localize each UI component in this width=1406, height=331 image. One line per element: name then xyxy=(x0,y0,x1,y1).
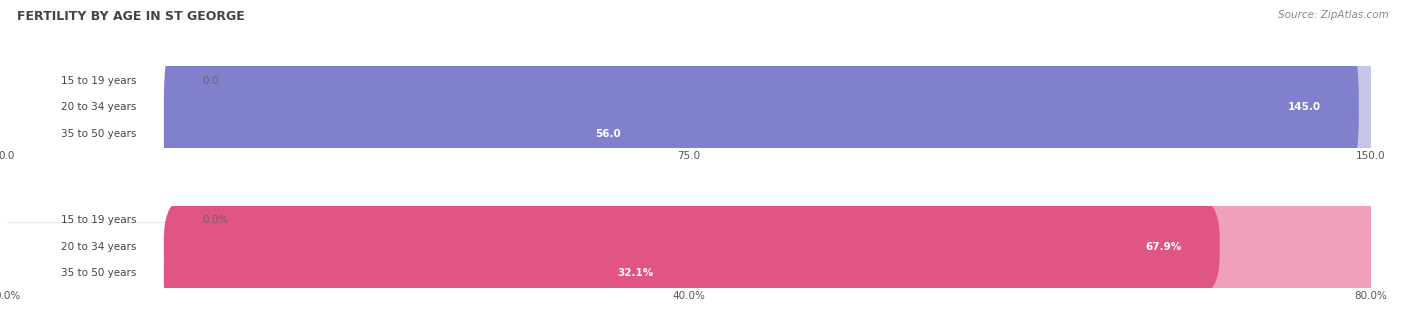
FancyBboxPatch shape xyxy=(0,170,1398,271)
FancyBboxPatch shape xyxy=(0,170,218,271)
Text: Source: ZipAtlas.com: Source: ZipAtlas.com xyxy=(1278,10,1389,20)
Text: 0.0: 0.0 xyxy=(202,76,218,86)
Text: 56.0: 56.0 xyxy=(595,129,620,139)
FancyBboxPatch shape xyxy=(0,223,218,324)
Text: 67.9%: 67.9% xyxy=(1146,242,1181,252)
FancyBboxPatch shape xyxy=(0,0,218,168)
Text: 20 to 34 years: 20 to 34 years xyxy=(62,242,136,252)
Text: 20 to 34 years: 20 to 34 years xyxy=(62,102,136,112)
Text: 0.0%: 0.0% xyxy=(202,215,228,225)
FancyBboxPatch shape xyxy=(0,196,1398,298)
Text: 15 to 19 years: 15 to 19 years xyxy=(62,76,136,86)
FancyBboxPatch shape xyxy=(0,223,1398,324)
FancyBboxPatch shape xyxy=(0,20,218,195)
Text: 35 to 50 years: 35 to 50 years xyxy=(62,268,136,278)
Text: FERTILITY BY AGE IN ST GEORGE: FERTILITY BY AGE IN ST GEORGE xyxy=(17,10,245,23)
FancyBboxPatch shape xyxy=(165,46,659,221)
Text: 32.1%: 32.1% xyxy=(617,268,654,278)
FancyBboxPatch shape xyxy=(0,0,1398,168)
FancyBboxPatch shape xyxy=(165,20,1358,195)
FancyBboxPatch shape xyxy=(0,20,1398,195)
Text: 15 to 19 years: 15 to 19 years xyxy=(62,215,136,225)
FancyBboxPatch shape xyxy=(165,196,1219,298)
Text: 145.0: 145.0 xyxy=(1288,102,1320,112)
Text: 35 to 50 years: 35 to 50 years xyxy=(62,129,136,139)
FancyBboxPatch shape xyxy=(165,223,692,324)
FancyBboxPatch shape xyxy=(0,46,218,221)
FancyBboxPatch shape xyxy=(0,46,1398,221)
FancyBboxPatch shape xyxy=(0,196,218,298)
